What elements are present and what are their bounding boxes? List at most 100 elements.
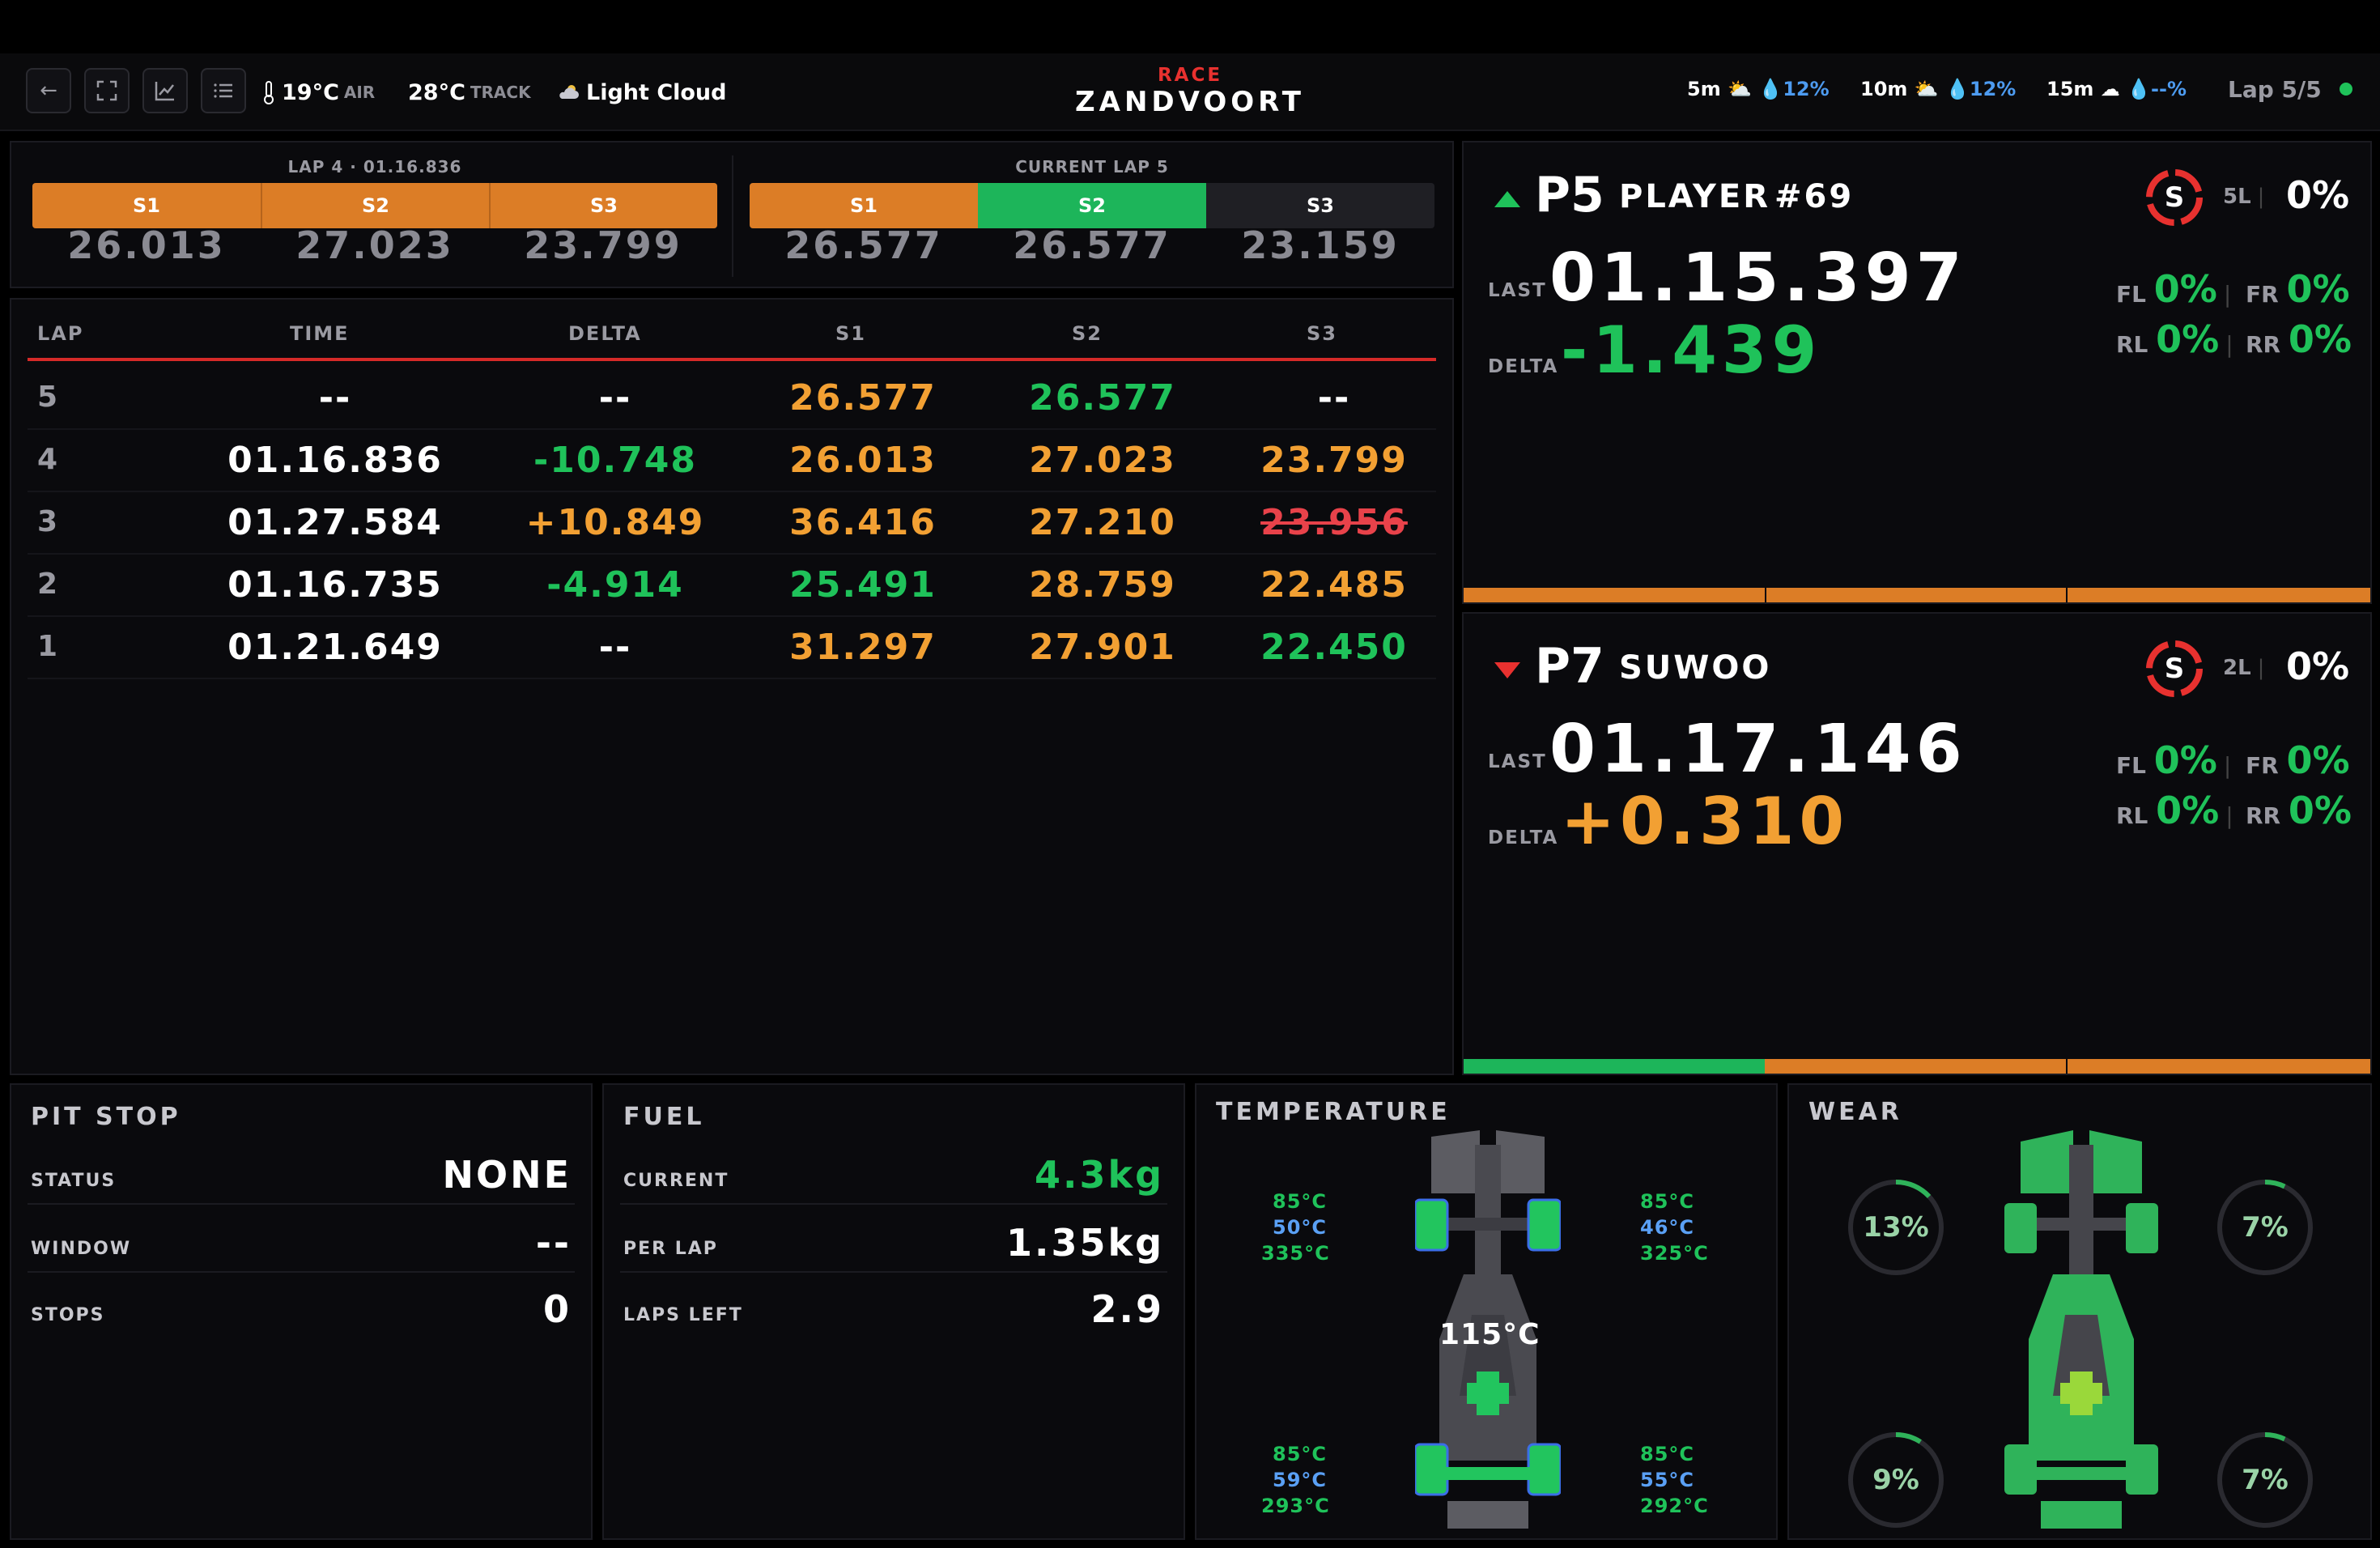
event-title: RACE ZANDVOORT: [1069, 65, 1311, 118]
tyre-compound: S: [2164, 653, 2185, 685]
lap-delta-cell: +10.849: [525, 502, 705, 543]
fuel-laps-left-label: LAPS LEFT: [623, 1305, 743, 1325]
back-button[interactable]: ←: [26, 68, 71, 113]
pit-stop-title: PIT STOP: [31, 1103, 181, 1131]
lap-s1-cell: 26.013: [789, 440, 937, 481]
lap-delta-cell: --: [598, 377, 632, 419]
cur-s3-value: 23.159: [1241, 223, 1400, 267]
col-delta: DELTA: [568, 322, 642, 345]
tyre-compound-badge: S: [2145, 168, 2204, 227]
fuel-per-lap-value: 1.35kg: [1005, 1221, 1164, 1265]
tyre-fl: FL 0% |: [2116, 267, 2232, 311]
delta-value: -1.439: [1561, 313, 1822, 388]
fl-brake-temp: 335°C: [1261, 1242, 1330, 1265]
forecast-15m: 15m ☁ 💧--%: [2046, 78, 2187, 100]
lap-s3-cell: 22.450: [1260, 627, 1408, 668]
table-row[interactable]: 5 -- -- 26.577 26.577 --: [28, 368, 1436, 430]
lap-time-cell: 01.21.649: [227, 627, 443, 668]
rain-chance: 💧12%: [1945, 78, 2017, 100]
lap-number: 3: [37, 505, 60, 538]
sector-progress-bar: [1464, 1059, 2370, 1074]
lap-s3-cell: --: [1317, 377, 1351, 419]
fuel-per-lap-label: PER LAP: [623, 1239, 718, 1259]
fullscreen-icon: [96, 80, 117, 101]
chart-button[interactable]: [142, 68, 188, 113]
wear-ring-rr: 7%: [2213, 1428, 2317, 1532]
lap-s3-cell: 23.799: [1260, 440, 1408, 481]
lap-s2-cell: 28.759: [1029, 564, 1176, 606]
header-divider: [28, 358, 1436, 361]
driver-card-suwoo[interactable]: P7 SUWOO S 2L | 0% LAST 01.17.146 DELTA +…: [1462, 612, 2372, 1075]
air-temp-label: AIR: [343, 83, 376, 102]
wear-fl-value: 13%: [1863, 1211, 1929, 1244]
forecast-time: 15m: [2046, 78, 2094, 100]
cur-s1-bar: S1: [750, 183, 978, 228]
table-row[interactable]: 4 01.16.836 -10.748 26.013 27.023 23.799: [28, 430, 1436, 492]
fullscreen-button[interactable]: [84, 68, 130, 113]
tyre-rr: RR 0%: [2246, 317, 2352, 361]
fuel-title: FUEL: [623, 1103, 705, 1131]
sector-tick: [2066, 1059, 2068, 1074]
track-temp-label: TRACK: [470, 83, 531, 102]
list-button[interactable]: [201, 68, 246, 113]
tyre-rr: RR 0%: [2246, 789, 2352, 832]
lap-delta-cell: -4.914: [546, 564, 684, 606]
table-row[interactable]: 1 01.21.649 -- 31.297 27.901 22.450: [28, 617, 1436, 679]
sun-cloud-icon: ⛅: [1914, 78, 1939, 100]
wear-panel: WEAR 13% 7% 9% 7%: [1787, 1083, 2372, 1540]
row-divider: [28, 1271, 575, 1273]
lap-s1-cell: 26.577: [789, 377, 937, 419]
col-lap: LAP: [37, 322, 84, 345]
lap-time-cell: 01.16.735: [227, 564, 443, 606]
driver-name: PLAYER: [1619, 178, 1771, 215]
current-lap-title: CURRENT LAP 5: [1015, 157, 1169, 176]
wear-title: WEAR: [1808, 1098, 1902, 1126]
previous-lap-title: LAP 4 · 01.16.836: [287, 157, 462, 176]
tyre-compound: S: [2164, 181, 2185, 214]
fl-surface-temp: 85°C: [1273, 1190, 1328, 1213]
cur-s2-bar: S2: [978, 183, 1206, 228]
car-wear-diagram: [2004, 1130, 2158, 1529]
forecast-time: 10m: [1860, 78, 1908, 100]
row-divider: [620, 1203, 1167, 1205]
rl-brake-temp: 293°C: [1261, 1495, 1330, 1517]
delta-label: DELTA: [1488, 356, 1559, 377]
pit-status-value: NONE: [442, 1153, 572, 1197]
forecast-time: 5m: [1687, 78, 1721, 100]
chart-icon: [155, 82, 174, 101]
lap-counter: Lap 5/5: [2228, 76, 2322, 103]
col-s2: S2: [1072, 322, 1103, 345]
position-up-icon: [1494, 191, 1520, 207]
driver-card-player[interactable]: P5 PLAYER #69 S 5L | 0% LAST 01.15.397 DE…: [1462, 141, 2372, 604]
lap-s1-cell: 31.297: [789, 627, 937, 668]
weather-condition: Light Cloud: [557, 76, 726, 108]
lap-delta-cell: -10.748: [533, 440, 698, 481]
cloud-icon: ☁: [2100, 78, 2120, 100]
prev-s2-bar: S2: [261, 183, 489, 228]
last-lap-label: LAST: [1488, 751, 1547, 772]
tyre-rl: RL 0% |: [2116, 789, 2233, 832]
table-row[interactable]: 3 01.27.584 +10.849 36.416 27.210 23.956: [28, 492, 1436, 555]
rr-brake-temp: 292°C: [1640, 1495, 1709, 1517]
sector-progress-bar: [1464, 588, 2370, 602]
sector-tick: [2066, 588, 2068, 602]
lap-number: 5: [37, 381, 60, 414]
fuel-laps-left-value: 2.9: [1090, 1287, 1164, 1331]
rr-inner-temp: 55°C: [1640, 1469, 1695, 1491]
lap-s2-cell: 26.577: [1029, 377, 1176, 419]
tyre-wear-overall: 0%: [2286, 173, 2350, 217]
soft-tyre-icon: [2146, 640, 2203, 697]
cur-s3-bar: S3: [1206, 183, 1434, 228]
table-row[interactable]: 2 01.16.735 -4.914 25.491 28.759 22.485: [28, 555, 1436, 617]
rain-chance: 💧12%: [1758, 78, 1830, 100]
car-temperature-diagram: [1415, 1130, 1561, 1529]
progress-segment: [1765, 1059, 2370, 1074]
tyre-fl: FL 0% |: [2116, 738, 2232, 782]
last-lap-time: 01.17.146: [1549, 711, 1967, 788]
tyre-age: 2L |: [2223, 656, 2265, 680]
lap-s2-cell: 27.210: [1029, 502, 1176, 543]
temperature-panel: TEMPERATURE 115°C 85°C 50°C 335°C 85°C 4…: [1195, 1083, 1778, 1540]
row-divider: [620, 1271, 1167, 1273]
wear-rl-value: 9%: [1872, 1464, 1919, 1496]
cloud-icon: [559, 85, 579, 99]
